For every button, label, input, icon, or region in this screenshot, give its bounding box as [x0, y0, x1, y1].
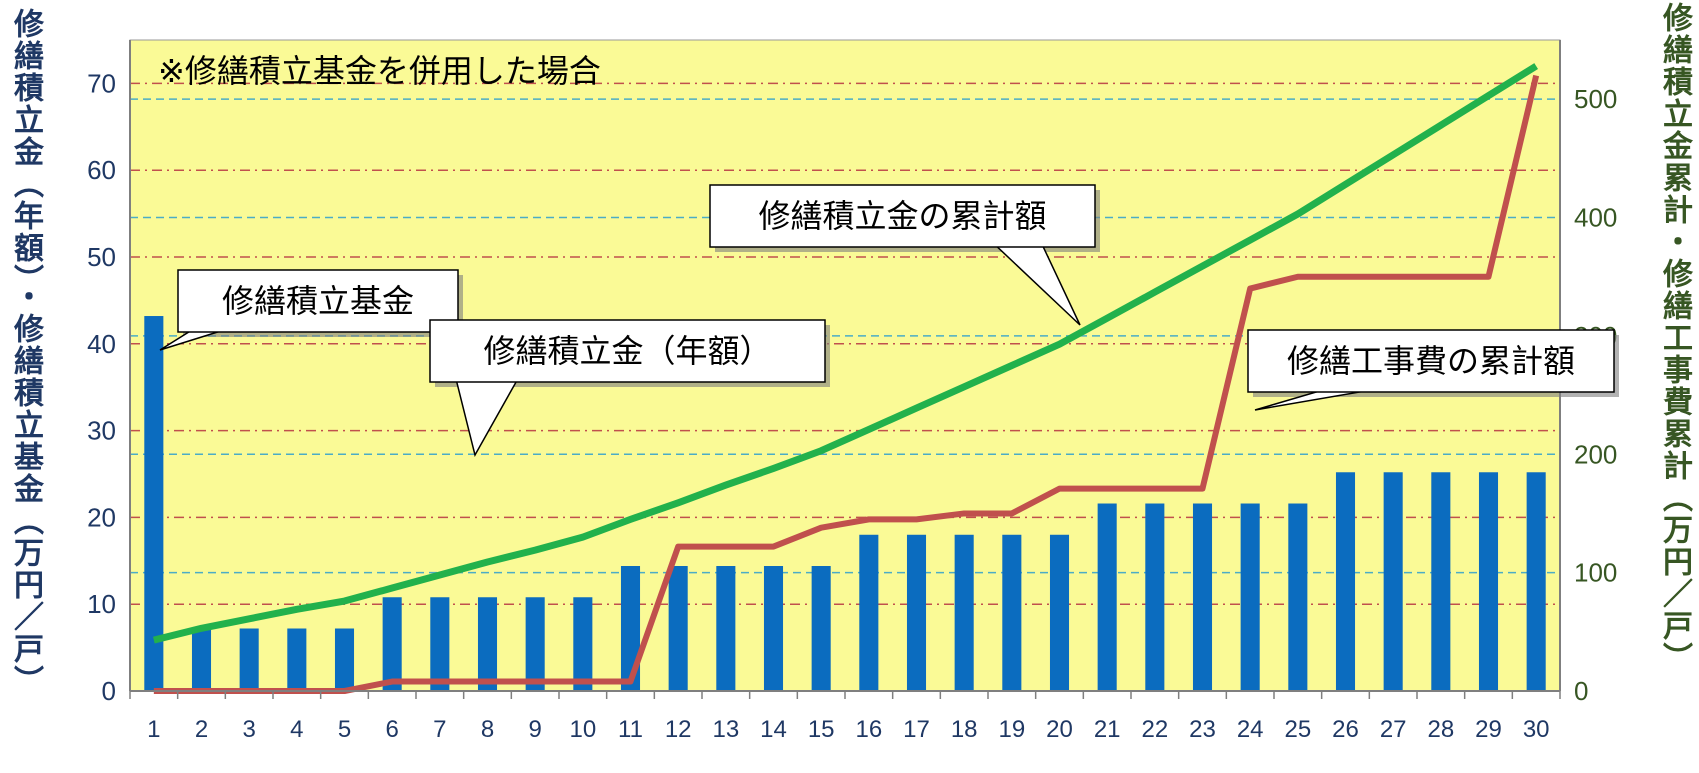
- left-tick-label: 30: [87, 416, 116, 446]
- x-tick-label: 2: [195, 716, 208, 743]
- bar: [287, 628, 307, 691]
- x-tick-label: 10: [569, 716, 596, 743]
- bar: [239, 628, 259, 691]
- bar: [1097, 503, 1117, 691]
- left-axis-label: 修繕積立金（年額）・修繕積立基金（万円／戸）: [8, 8, 43, 697]
- x-tick-label: 19: [998, 716, 1025, 743]
- callout-label: 修繕積立金の累計額: [758, 197, 1046, 235]
- bar: [1240, 503, 1260, 691]
- x-tick-label: 12: [665, 716, 692, 743]
- x-tick-label: 28: [1427, 716, 1454, 743]
- bar: [763, 566, 784, 691]
- x-tick-label: 6: [385, 716, 398, 743]
- right-tick-label: 200: [1574, 439, 1617, 469]
- callout-box: [709, 184, 1096, 248]
- right-tick-label: 500: [1574, 84, 1617, 114]
- bar: [1002, 534, 1022, 691]
- bar: [1145, 503, 1165, 691]
- bar: [1383, 472, 1403, 691]
- x-tick-label: 11: [618, 716, 643, 743]
- x-tick-label: 23: [1189, 716, 1216, 743]
- right-axis-label: 修繕積立金累計・修繕工事費累計（万円／戸）: [1657, 2, 1692, 674]
- left-tick-label: 50: [87, 242, 116, 272]
- series-line: [152, 63, 1539, 644]
- right-tick-label: 400: [1574, 203, 1617, 233]
- bar: [1335, 472, 1356, 691]
- bar: [811, 566, 831, 691]
- x-tick-label: 17: [903, 716, 930, 743]
- chart-note: ※修繕積立基金を併用した場合: [158, 52, 601, 90]
- x-tick-label: 16: [855, 716, 882, 743]
- bar: [716, 566, 736, 691]
- bar: [525, 597, 545, 691]
- x-tick-label: 7: [433, 716, 446, 743]
- callout-box: [429, 319, 826, 383]
- bar: [1049, 534, 1070, 691]
- bar: [1478, 472, 1499, 691]
- x-tick-label: 3: [242, 716, 255, 743]
- tick-labels: 0102030405060700100200300400500123456789…: [87, 68, 1617, 743]
- bars: [144, 316, 1546, 691]
- x-tick-label: 26: [1332, 716, 1359, 743]
- bar: [477, 597, 498, 691]
- bar: [906, 534, 927, 691]
- bar: [573, 597, 593, 691]
- x-tick-label: 8: [481, 716, 494, 743]
- bar: [859, 534, 879, 691]
- x-tick-label: 14: [760, 716, 787, 743]
- left-tick-label: 60: [87, 155, 116, 185]
- x-tick-label: 27: [1380, 716, 1407, 743]
- left-tick-label: 20: [87, 502, 116, 532]
- callout-label: 修繕積立金（年額）: [483, 332, 771, 370]
- left-tick-label: 10: [87, 589, 116, 619]
- x-tick-label: 21: [1094, 716, 1121, 743]
- bar: [430, 597, 450, 691]
- x-tick-label: 9: [528, 716, 541, 743]
- x-tick-label: 18: [951, 716, 978, 743]
- right-tick-label: 100: [1574, 558, 1617, 588]
- x-tick-label: 25: [1284, 716, 1311, 743]
- left-tick-label: 40: [87, 329, 116, 359]
- bar: [1288, 503, 1308, 691]
- bar: [144, 316, 164, 691]
- callout-box: [177, 269, 459, 333]
- callout-label: 修繕工事費の累計額: [1287, 342, 1575, 380]
- bar: [668, 566, 688, 691]
- x-tick-label: 22: [1141, 716, 1168, 743]
- x-tick-label: 13: [712, 716, 739, 743]
- bar: [191, 628, 212, 691]
- bar: [334, 628, 355, 691]
- bar: [382, 597, 402, 691]
- callout-label: 修繕積立基金: [222, 282, 414, 320]
- x-tick-label: 30: [1523, 716, 1550, 743]
- x-tick-label: 29: [1475, 716, 1502, 743]
- bar: [954, 534, 974, 691]
- left-tick-label: 0: [102, 676, 116, 706]
- x-tick-label: 1: [147, 716, 160, 743]
- x-tick-label: 5: [338, 716, 351, 743]
- bar: [1192, 503, 1213, 691]
- right-tick-label: 0: [1574, 676, 1588, 706]
- x-tick-label: 15: [808, 716, 835, 743]
- x-tick-label: 24: [1237, 716, 1264, 743]
- left-tick-label: 70: [87, 68, 116, 98]
- x-tick-label: 20: [1046, 716, 1073, 743]
- x-tick-label: 4: [290, 716, 303, 743]
- bar: [1526, 472, 1546, 691]
- series-lines: [152, 63, 1540, 694]
- bar: [1431, 472, 1451, 691]
- callout-box: [1247, 329, 1615, 393]
- series-line: [153, 74, 1540, 694]
- bar: [620, 566, 641, 691]
